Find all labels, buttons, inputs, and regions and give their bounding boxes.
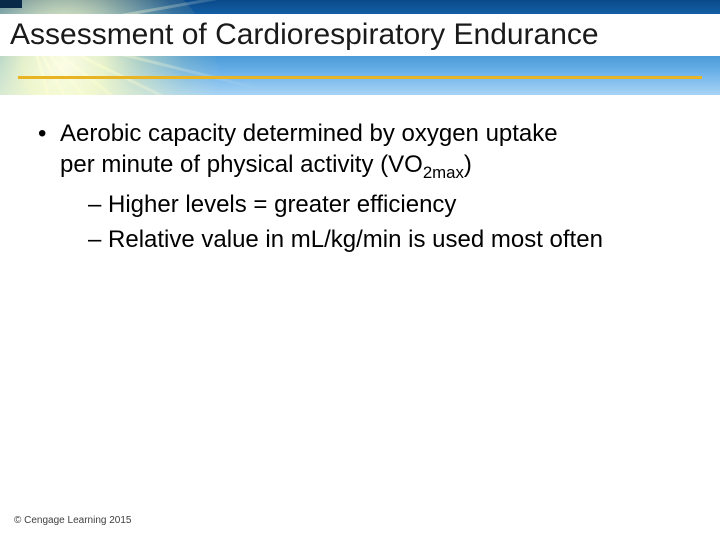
bullet-main: •Aerobic capacity determined by oxygen u…	[60, 120, 680, 149]
title-bar: Assessment of Cardiorespiratory Enduranc…	[0, 14, 720, 56]
bullet-sub-1: – Higher levels = greater efficiency	[88, 189, 680, 220]
copyright-text: © Cengage Learning 2015	[14, 515, 131, 526]
corner-tab	[0, 0, 22, 8]
bullet-dot-icon: •	[38, 120, 60, 149]
bullet-main-text-line2-prefix: per minute of physical activity (VO	[60, 151, 423, 178]
bullet-sub-2: – Relative value in mL/kg/min is used mo…	[88, 224, 680, 255]
bullet-main-text-line2-suffix: )	[464, 151, 472, 178]
vo2max-subscript: 2max	[423, 163, 464, 182]
slide-content: •Aerobic capacity determined by oxygen u…	[0, 120, 720, 259]
bullet-main-line2: per minute of physical activity (VO2max)	[60, 151, 680, 183]
bullet-main-text-line1: Aerobic capacity determined by oxygen up…	[60, 120, 558, 147]
slide-title: Assessment of Cardiorespiratory Enduranc…	[10, 18, 710, 52]
gold-underline	[18, 76, 702, 79]
